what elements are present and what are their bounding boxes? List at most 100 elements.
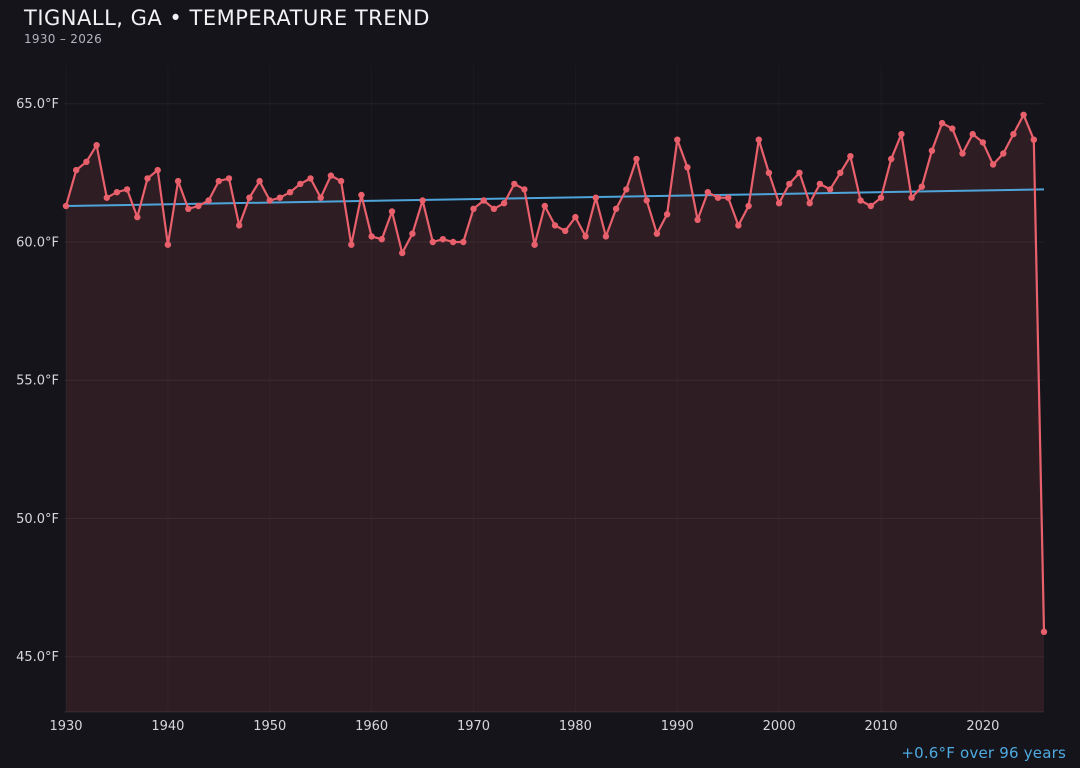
x-axis-tick-label: 2020 <box>966 719 999 734</box>
data-point <box>490 205 498 212</box>
data-point <box>755 136 762 143</box>
data-point <box>307 175 314 182</box>
data-point <box>123 186 131 193</box>
data-point <box>938 119 946 127</box>
data-point <box>103 194 111 201</box>
data-point <box>857 197 864 204</box>
x-axis-tick-label: 1930 <box>49 719 82 734</box>
y-axis-tick-label: 60.0°F <box>16 235 59 250</box>
data-point <box>765 169 773 176</box>
x-axis-tick-label: 1950 <box>253 719 286 734</box>
data-point <box>867 202 874 210</box>
data-point <box>612 205 620 212</box>
data-point <box>205 197 212 204</box>
data-point <box>327 172 335 179</box>
data-point <box>643 197 650 204</box>
data-point <box>704 189 711 196</box>
data-point <box>888 155 895 163</box>
trend-line <box>65 188 1045 208</box>
data-point <box>714 194 722 201</box>
data-point <box>358 191 365 199</box>
data-point <box>460 238 467 246</box>
data-point <box>633 155 640 163</box>
data-point <box>429 238 436 246</box>
data-point <box>694 216 701 223</box>
data-point <box>368 233 375 240</box>
data-point <box>62 202 70 210</box>
data-point <box>317 194 324 201</box>
data-point <box>164 241 172 248</box>
data-point <box>837 169 844 176</box>
data-point <box>419 197 426 204</box>
data-point <box>470 205 477 212</box>
data-point <box>83 158 90 165</box>
data-point <box>541 202 548 210</box>
data-point <box>928 147 936 154</box>
data-point <box>806 200 813 207</box>
data-point <box>898 130 905 138</box>
data-point <box>378 236 385 243</box>
data-point <box>826 186 834 193</box>
data-point <box>439 236 447 243</box>
data-point <box>796 169 803 176</box>
data-point <box>449 238 457 246</box>
data-point <box>500 200 508 207</box>
data-point <box>1040 628 1048 635</box>
data-point <box>918 183 925 190</box>
data-point <box>480 197 487 204</box>
data-point <box>154 166 161 174</box>
data-point <box>195 202 202 210</box>
data-point <box>877 194 885 201</box>
data-point <box>1020 111 1027 119</box>
y-axis-tick-label: 65.0°F <box>16 97 59 112</box>
y-axis-tick-label: 50.0°F <box>16 512 59 527</box>
data-point <box>684 164 691 171</box>
x-axis-tick-label: 1990 <box>661 719 694 734</box>
data-point <box>276 194 284 201</box>
data-point <box>786 180 793 188</box>
data-point <box>816 180 824 188</box>
data-point <box>144 175 151 182</box>
data-point <box>582 233 589 240</box>
data-point <box>989 161 997 168</box>
data-point <box>735 222 742 229</box>
data-point <box>134 213 141 221</box>
data-point <box>73 166 80 174</box>
data-point <box>93 142 100 149</box>
data-point <box>388 208 396 215</box>
x-axis-tick-label: 2010 <box>864 719 897 734</box>
data-point <box>399 249 406 257</box>
x-axis-tick-label: 1980 <box>559 719 592 734</box>
data-point <box>266 197 273 204</box>
data-point <box>979 139 987 146</box>
data-point <box>297 180 304 188</box>
trend-summary-label: +0.6°F over 96 years <box>901 744 1066 762</box>
data-point <box>551 222 559 229</box>
data-point <box>511 180 518 188</box>
data-point <box>959 150 966 157</box>
data-point <box>623 186 630 193</box>
data-point <box>1030 136 1038 143</box>
data-point <box>521 186 528 193</box>
temperature-area <box>66 114 1044 713</box>
page-subtitle: 1930 – 2026 <box>24 32 103 46</box>
chart-header: TIGNALL, GA • TEMPERATURE TREND 1930 – 2… <box>24 6 430 46</box>
data-point <box>215 177 222 185</box>
data-point <box>337 177 345 185</box>
data-point <box>409 230 416 237</box>
data-point <box>745 202 752 210</box>
x-axis-tick-label: 2000 <box>763 719 796 734</box>
data-point <box>653 230 661 237</box>
data-point <box>674 136 681 143</box>
data-point <box>775 200 783 207</box>
data-point <box>908 194 915 201</box>
data-point <box>286 189 294 196</box>
data-point <box>725 194 732 201</box>
data-point <box>1010 130 1017 138</box>
y-axis-tick-label: 55.0°F <box>16 374 59 389</box>
x-axis-tick-label: 1940 <box>151 719 184 734</box>
page-title: TIGNALL, GA • TEMPERATURE TREND <box>24 6 430 30</box>
data-point <box>663 211 671 218</box>
